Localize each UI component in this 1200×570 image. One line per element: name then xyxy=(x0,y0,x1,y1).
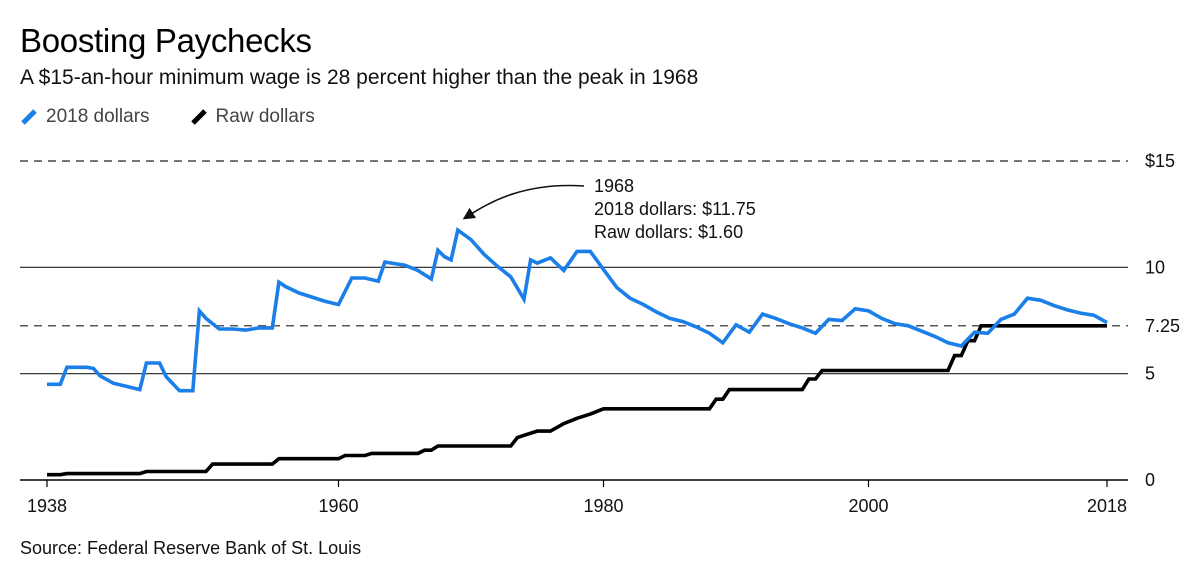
series-line-2018-dollars xyxy=(47,227,1108,393)
y-tick-label-0: 0 xyxy=(1145,470,1155,490)
y-tick-label-15: $15 xyxy=(1145,151,1175,171)
legend: 2018 dollars Raw dollars xyxy=(20,106,355,128)
minimum-wage-line-chart: 0 5 7.25 10 $15 1938 1960 1980 2000 2018 1968 201… xyxy=(20,151,1180,516)
series-layer xyxy=(47,227,1108,477)
y-tick-label-725: 7.25 xyxy=(1145,316,1180,336)
grid-layer: 0 5 7.25 10 $15 xyxy=(20,151,1180,490)
x-tick-label-1938: 1938 xyxy=(27,496,67,516)
y-tick-label-10: 10 xyxy=(1145,257,1165,277)
annotation-layer: 1968 2018 dollars: $11.75 Raw dollars: $1.… xyxy=(462,176,756,242)
annotation-line-0: 1968 xyxy=(594,176,634,196)
x-tick-label-1980: 1980 xyxy=(583,496,623,516)
source-note: Source: Federal Reserve Bank of St. Loui… xyxy=(20,538,362,558)
legend-swatch-blue xyxy=(21,109,37,125)
chart-subtitle: A $15-an-hour minimum wage is 28 percent… xyxy=(20,66,699,89)
legend-item-2018-dollars: 2018 dollars xyxy=(20,106,150,128)
x-tick-label-1960: 1960 xyxy=(318,496,358,516)
chart-title: Boosting Paychecks xyxy=(20,22,312,59)
annotation-line-2: Raw dollars: $1.60 xyxy=(594,222,743,242)
annotation-arrow xyxy=(462,184,585,220)
legend-label-raw-dollars: Raw dollars xyxy=(215,106,315,127)
y-tick-label-5: 5 xyxy=(1145,364,1155,384)
legend-item-raw-dollars: Raw dollars xyxy=(190,106,315,128)
legend-swatch-black xyxy=(190,109,207,125)
x-tick-label-2000: 2000 xyxy=(848,496,888,516)
x-tick-label-2018: 2018 xyxy=(1087,496,1127,516)
x-axis: 1938 1960 1980 2000 2018 xyxy=(27,480,1127,516)
legend-label-2018-dollars: 2018 dollars xyxy=(46,106,150,127)
annotation-line-1: 2018 dollars: $11.75 xyxy=(594,199,756,219)
series-line-raw-dollars xyxy=(47,324,1107,477)
